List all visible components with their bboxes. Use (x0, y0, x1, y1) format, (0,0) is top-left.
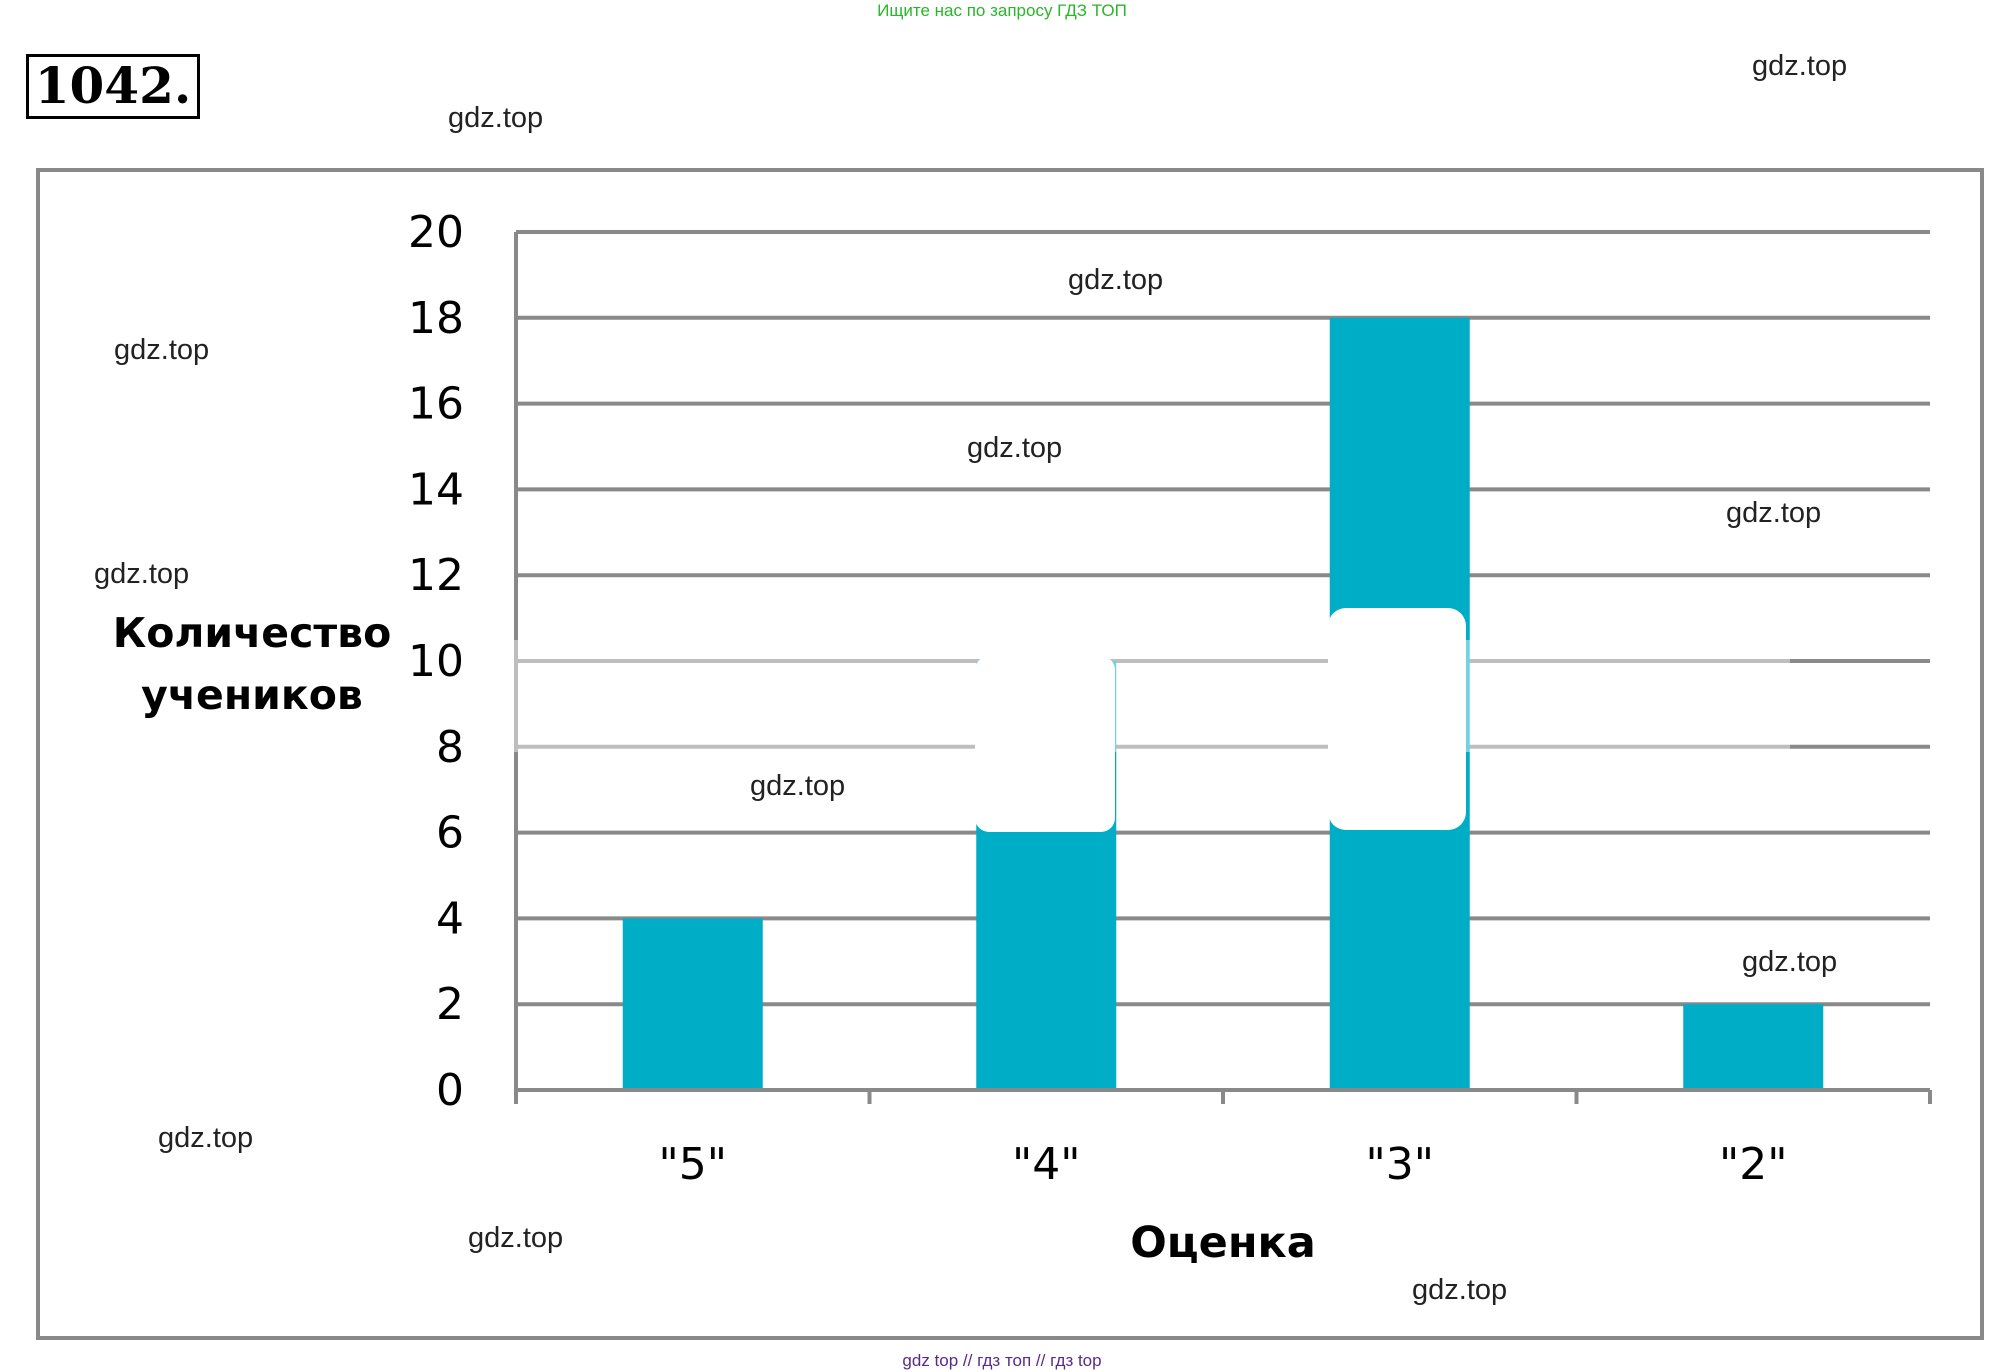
y-tick-label: 12 (408, 550, 464, 601)
y-tick-label: 10 (408, 636, 464, 687)
y-tick-label: 8 (436, 722, 464, 773)
bar (1683, 1004, 1824, 1090)
y-tick-label: 16 (408, 379, 464, 430)
watermark: gdz.top (1068, 264, 1164, 296)
y-tick-label: 20 (408, 207, 464, 258)
y-tick-label: 6 (436, 808, 464, 859)
faded-scribble-band (510, 640, 1790, 752)
y-axis-title: Количество учеников (113, 609, 392, 719)
problem-number: 1042. (26, 54, 200, 119)
watermark: gdz.top (158, 1122, 254, 1154)
watermark: gdz.top (114, 334, 210, 366)
chart-frame: 0 2 4 6 8 10 12 14 16 18 20 "5" "4" "3" "2" Оценка Колич… (36, 168, 1984, 1340)
top-banner: Ищите нас по запросу ГДЗ ТОП (877, 1, 1127, 20)
watermark: gdz.top (448, 102, 544, 134)
watermark: gdz.top (750, 770, 846, 802)
y-tick-label: 2 (436, 979, 464, 1030)
y-tick-label: 4 (436, 893, 464, 944)
x-tick-label: "4" (1012, 1139, 1080, 1190)
x-tick-label: "2" (1719, 1139, 1787, 1190)
x-tick-label: "5" (659, 1139, 727, 1190)
watermark: gdz.top (967, 432, 1063, 464)
watermark: gdz.top (94, 558, 190, 590)
whiteout-blot (1328, 608, 1466, 830)
x-tick-label: "3" (1366, 1139, 1434, 1190)
watermark: gdz.top (1742, 946, 1838, 978)
watermark: gdz.top (1752, 50, 1848, 82)
whiteout-blot (975, 656, 1115, 832)
watermark: gdz.top (468, 1222, 564, 1254)
watermark: gdz.top (1726, 497, 1822, 529)
footer-links: gdz top // гдз топ // гдз top (902, 1351, 1102, 1370)
y-tick-label: 14 (408, 464, 464, 515)
y-tick-label: 0 (436, 1065, 464, 1116)
bar-chart: 0 2 4 6 8 10 12 14 16 18 20 "5" "4" "3" "2" Оценка Колич… (113, 207, 1932, 1268)
watermark: gdz.top (1412, 1274, 1508, 1306)
bar (622, 918, 763, 1090)
x-axis-title: Оценка (1130, 1218, 1316, 1268)
y-tick-label: 18 (408, 293, 464, 344)
